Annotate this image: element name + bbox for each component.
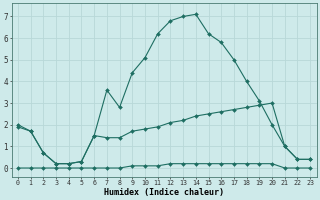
X-axis label: Humidex (Indice chaleur): Humidex (Indice chaleur) <box>104 188 224 197</box>
